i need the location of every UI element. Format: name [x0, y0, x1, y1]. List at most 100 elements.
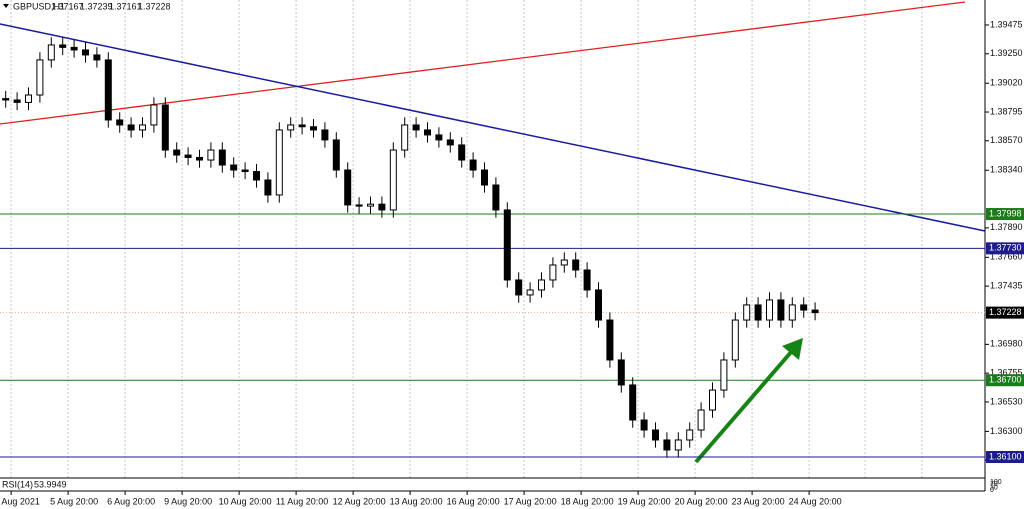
candle-body — [515, 279, 523, 296]
x-tick-label: 6 Aug 20:00 — [107, 496, 155, 506]
y-tick-label: 1.37435 — [990, 280, 1023, 290]
x-tick-label: 17 Aug 20:00 — [504, 496, 557, 506]
candle-body — [389, 149, 397, 211]
candle-body — [298, 124, 306, 128]
y-tick-label: 1.39250 — [990, 48, 1023, 58]
y-tick-label: 1.36530 — [990, 396, 1023, 406]
candle-body — [70, 46, 78, 51]
candle-body — [788, 304, 796, 321]
rsi-tick-label: 70 — [990, 481, 998, 488]
candle-body — [424, 129, 431, 136]
rsi-tick-label: 100 — [990, 479, 1002, 486]
candle-body — [617, 359, 625, 386]
x-tick-label: 5 Aug 20:00 — [50, 496, 98, 506]
y-tick-label: 1.36755 — [990, 368, 1023, 378]
x-tick-label: 9 Aug 20:00 — [164, 496, 212, 506]
rsi-tick-label: 30 — [990, 484, 998, 491]
candle-body — [435, 134, 443, 141]
candle-body — [218, 149, 226, 166]
y-tick-label: 1.38795 — [990, 106, 1023, 116]
candle-body — [184, 154, 192, 158]
arrow-shaft — [694, 349, 794, 464]
candle-body — [116, 119, 124, 126]
candle-body — [640, 419, 648, 431]
symbol: GBPUSD,H1 — [13, 1, 65, 11]
candle-body — [47, 44, 55, 61]
candle-body — [367, 203, 374, 207]
x-tick-label: 11 Aug 20:00 — [276, 496, 328, 506]
level-label: 1.36700 — [989, 375, 1022, 385]
candle-body — [93, 54, 101, 61]
x-tick-label: 24 Aug 20:00 — [789, 496, 842, 506]
candle-body — [720, 359, 728, 391]
candle-body — [549, 264, 557, 281]
candle-body — [104, 59, 112, 121]
candle-body — [538, 279, 545, 291]
quote-close: 1.37228 — [138, 1, 171, 11]
level-label: 1.36100 — [989, 451, 1022, 461]
x-tick-label: 13 Aug 20:00 — [390, 496, 443, 506]
candle-body — [355, 204, 363, 207]
level-label-box — [986, 374, 1024, 387]
menu-arrow[interactable] — [3, 4, 9, 8]
y-tick-label: 1.38570 — [990, 135, 1023, 145]
price-label-box — [986, 306, 1024, 319]
candle-body — [526, 289, 534, 296]
arrow-head — [782, 338, 803, 360]
candle-body — [321, 129, 329, 141]
level-label-box — [986, 451, 1024, 464]
candle-body — [332, 139, 340, 171]
x-tick-label: 18 Aug 20:00 — [561, 496, 614, 506]
candle-body — [458, 144, 466, 161]
candle-body — [492, 184, 500, 211]
x-tick-label: 19 Aug 20:00 — [618, 496, 671, 506]
candle-body — [469, 159, 477, 171]
candle-body — [686, 429, 694, 441]
rsi-label: RSI(14) — [2, 479, 33, 489]
candle-body — [606, 319, 614, 361]
arrow — [694, 338, 803, 464]
candle-body — [560, 259, 568, 266]
candle-body — [503, 209, 511, 281]
trend-line — [0, 1, 966, 125]
candle-body — [446, 139, 454, 146]
candle-body — [310, 126, 317, 131]
x-tick-label: 23 Aug 20:00 — [732, 496, 785, 506]
candle-body — [82, 49, 89, 56]
trend-line — [0, 23, 986, 232]
candle-body — [481, 169, 488, 186]
candle-body — [731, 319, 739, 361]
candle-body — [13, 99, 21, 103]
rsi-value: 53.9949 — [34, 479, 67, 489]
y-tick-label: 1.39475 — [990, 19, 1023, 29]
y-tick-label: 1.39020 — [990, 78, 1023, 88]
candle-body — [36, 59, 44, 96]
candle-body — [629, 384, 637, 421]
candle-body — [401, 124, 409, 151]
x-tick-label: 12 Aug 20:00 — [333, 496, 386, 506]
candle-body — [139, 124, 146, 131]
level-label-box — [986, 242, 1024, 255]
level-label: 1.37730 — [989, 243, 1022, 253]
candle-body — [777, 299, 785, 321]
level-label-box — [986, 208, 1024, 221]
candle-body — [150, 104, 158, 126]
y-tick-label: 1.37890 — [990, 222, 1023, 232]
candle-body — [652, 429, 659, 441]
candle-body — [583, 269, 591, 291]
candle-body — [127, 124, 135, 131]
candle-body — [800, 304, 808, 311]
y-tick-label: 1.37660 — [990, 252, 1023, 262]
y-tick-label: 1.36300 — [990, 426, 1023, 436]
candle-body — [173, 149, 181, 156]
candle-body — [230, 164, 238, 171]
candle-body — [697, 409, 705, 431]
x-tick-label: 16 Aug 20:00 — [447, 496, 500, 506]
candle-body — [344, 169, 352, 206]
price-label: 1.37228 — [989, 307, 1022, 317]
candle-body — [25, 94, 32, 103]
candle-body — [572, 259, 580, 271]
candle-body — [207, 149, 215, 161]
